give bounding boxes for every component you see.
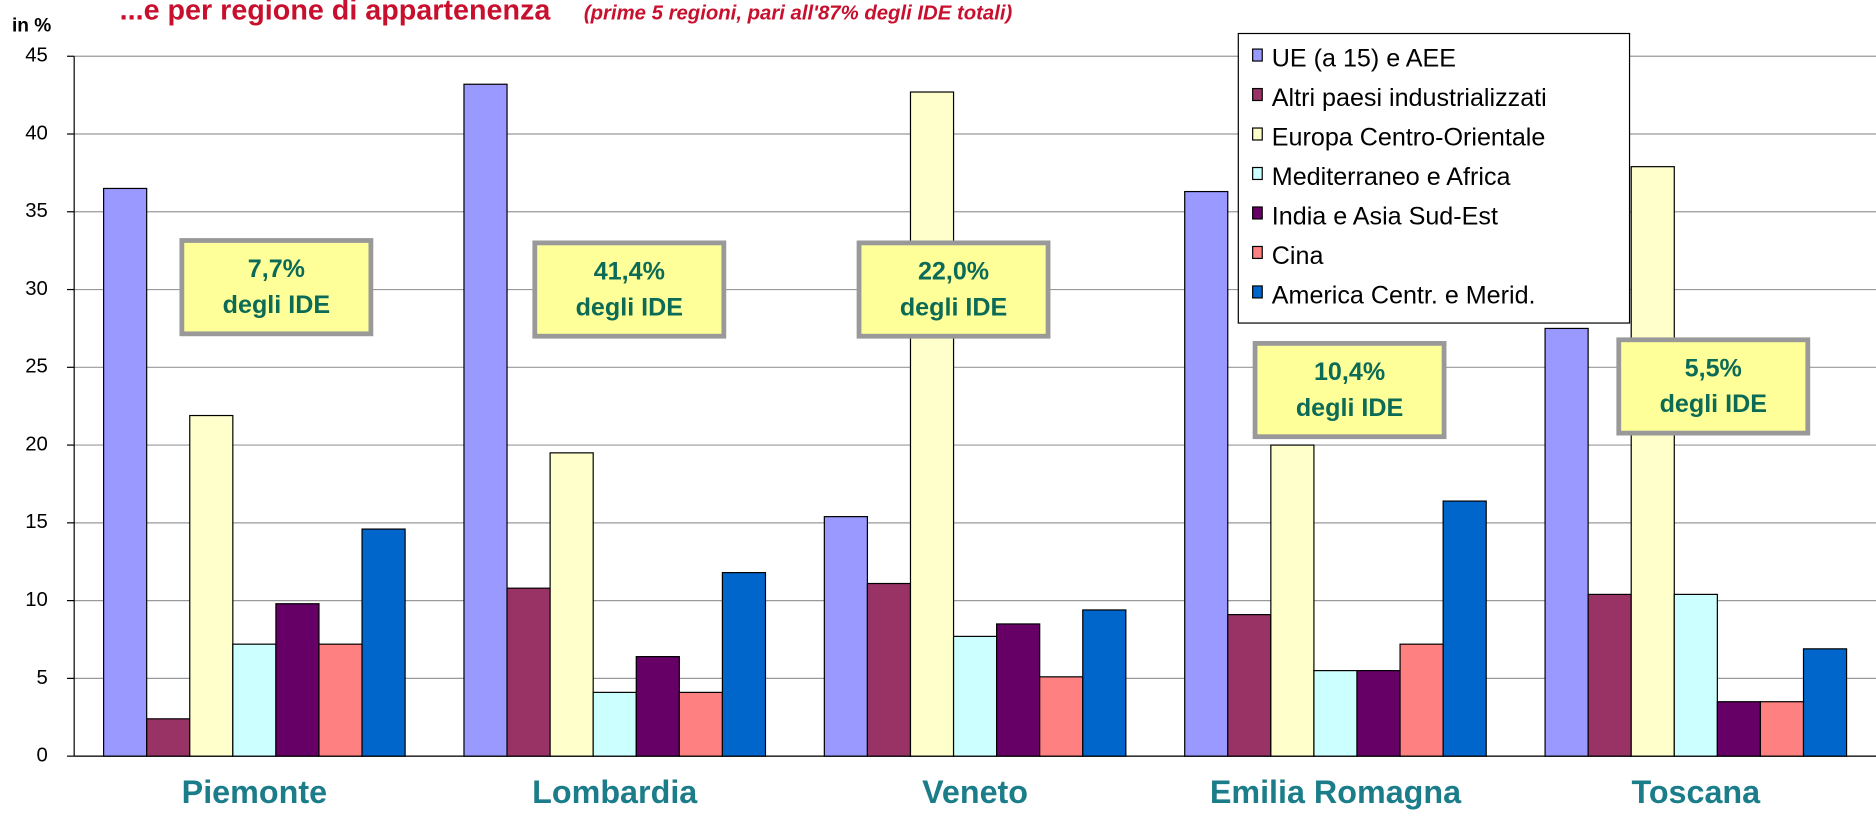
- legend-label: Altri paesi industrializzati: [1272, 84, 1547, 112]
- y-tick-label: 45: [25, 45, 48, 67]
- annotation-text: degli IDE: [223, 291, 330, 319]
- bar: [1039, 676, 1084, 757]
- y-axis-label: in %: [12, 15, 51, 36]
- legend-label: India e Asia Sud-Est: [1272, 202, 1498, 230]
- legend-swatch: [1252, 48, 1263, 62]
- legend-label: Europa Centro-Orientale: [1272, 123, 1546, 151]
- bar: [318, 643, 363, 757]
- x-tick-label: Piemonte: [182, 774, 327, 810]
- x-tick-label: Toscana: [1631, 774, 1761, 810]
- annotation-box: [532, 240, 727, 339]
- bar: [1356, 670, 1401, 757]
- annotation-box: [856, 240, 1051, 339]
- bar: [952, 635, 998, 757]
- bar: [1802, 648, 1848, 757]
- annotation-text: 22,0%: [918, 257, 989, 285]
- bar: [721, 572, 767, 757]
- y-tick-label: 35: [25, 200, 48, 222]
- bar: [1630, 166, 1675, 757]
- bar: [103, 187, 148, 757]
- x-tick-label: Emilia Romagna: [1210, 774, 1462, 810]
- legend-label: America Centr. e Merid.: [1272, 281, 1536, 309]
- legend-swatch: [1252, 87, 1263, 102]
- annotation-text: 41,4%: [594, 257, 665, 285]
- legend-swatch: [1252, 206, 1263, 220]
- legend-box: [1237, 32, 1631, 324]
- legend-label: Cina: [1272, 242, 1324, 270]
- y-tick-label: 10: [25, 589, 48, 611]
- bar: [1270, 444, 1315, 757]
- bar: [463, 83, 508, 757]
- bar: [1716, 701, 1762, 757]
- y-tick-label: 0: [37, 745, 48, 767]
- bar: [909, 91, 955, 757]
- bar: [592, 691, 637, 757]
- legend-label: UE (a 15) e AEE: [1272, 44, 1456, 72]
- y-tick-label: 30: [25, 278, 48, 300]
- bar: [635, 656, 680, 757]
- y-tick-label: 15: [25, 511, 48, 533]
- annotation-text: 7,7%: [248, 255, 305, 283]
- bar: [1673, 593, 1718, 757]
- bar: [1587, 593, 1632, 757]
- bar: [1184, 190, 1229, 757]
- bar: [232, 643, 277, 757]
- y-tick-label: 5: [37, 667, 48, 689]
- bar: [1442, 500, 1487, 757]
- bar: [1759, 701, 1805, 757]
- bar: [189, 414, 234, 757]
- annotation-box: [1616, 337, 1811, 436]
- bar: [678, 691, 724, 757]
- chart-subtitle: (prime 5 regioni, pari all'87% degli IDE…: [584, 3, 1013, 25]
- bar: [1313, 670, 1358, 757]
- bar: [361, 528, 406, 757]
- bar: [1544, 327, 1589, 757]
- annotation-text: degli IDE: [1660, 390, 1767, 418]
- y-tick-label: 20: [25, 433, 48, 455]
- x-tick-label: Lombardia: [532, 774, 698, 810]
- bar: [146, 718, 191, 757]
- bar: [1399, 643, 1444, 757]
- bar: [506, 587, 551, 757]
- legend-swatch: [1252, 285, 1263, 299]
- bar: [549, 452, 594, 757]
- annotation-text: degli IDE: [1296, 394, 1403, 422]
- annotation-box: [1252, 340, 1447, 440]
- annotation-box: [179, 238, 374, 337]
- annotation-text: degli IDE: [576, 293, 683, 321]
- x-tick-label: Veneto: [922, 774, 1028, 810]
- bar: [823, 516, 869, 757]
- chart-title: ...e per regione di appartenenza: [120, 0, 552, 27]
- legend-label: Mediterraneo e Africa: [1272, 163, 1511, 191]
- legend-swatch: [1252, 166, 1263, 181]
- bar: [1082, 609, 1127, 757]
- bar: [996, 623, 1041, 757]
- annotation-text: 5,5%: [1685, 354, 1742, 382]
- y-tick-label: 25: [25, 356, 48, 378]
- bar: [1227, 614, 1272, 757]
- bar: [866, 582, 912, 757]
- bar: [275, 603, 320, 757]
- legend-swatch: [1252, 127, 1263, 141]
- annotation-text: degli IDE: [900, 293, 1007, 321]
- annotation-text: 10,4%: [1314, 358, 1385, 386]
- y-tick-label: 40: [25, 122, 48, 144]
- legend-swatch: [1252, 245, 1263, 260]
